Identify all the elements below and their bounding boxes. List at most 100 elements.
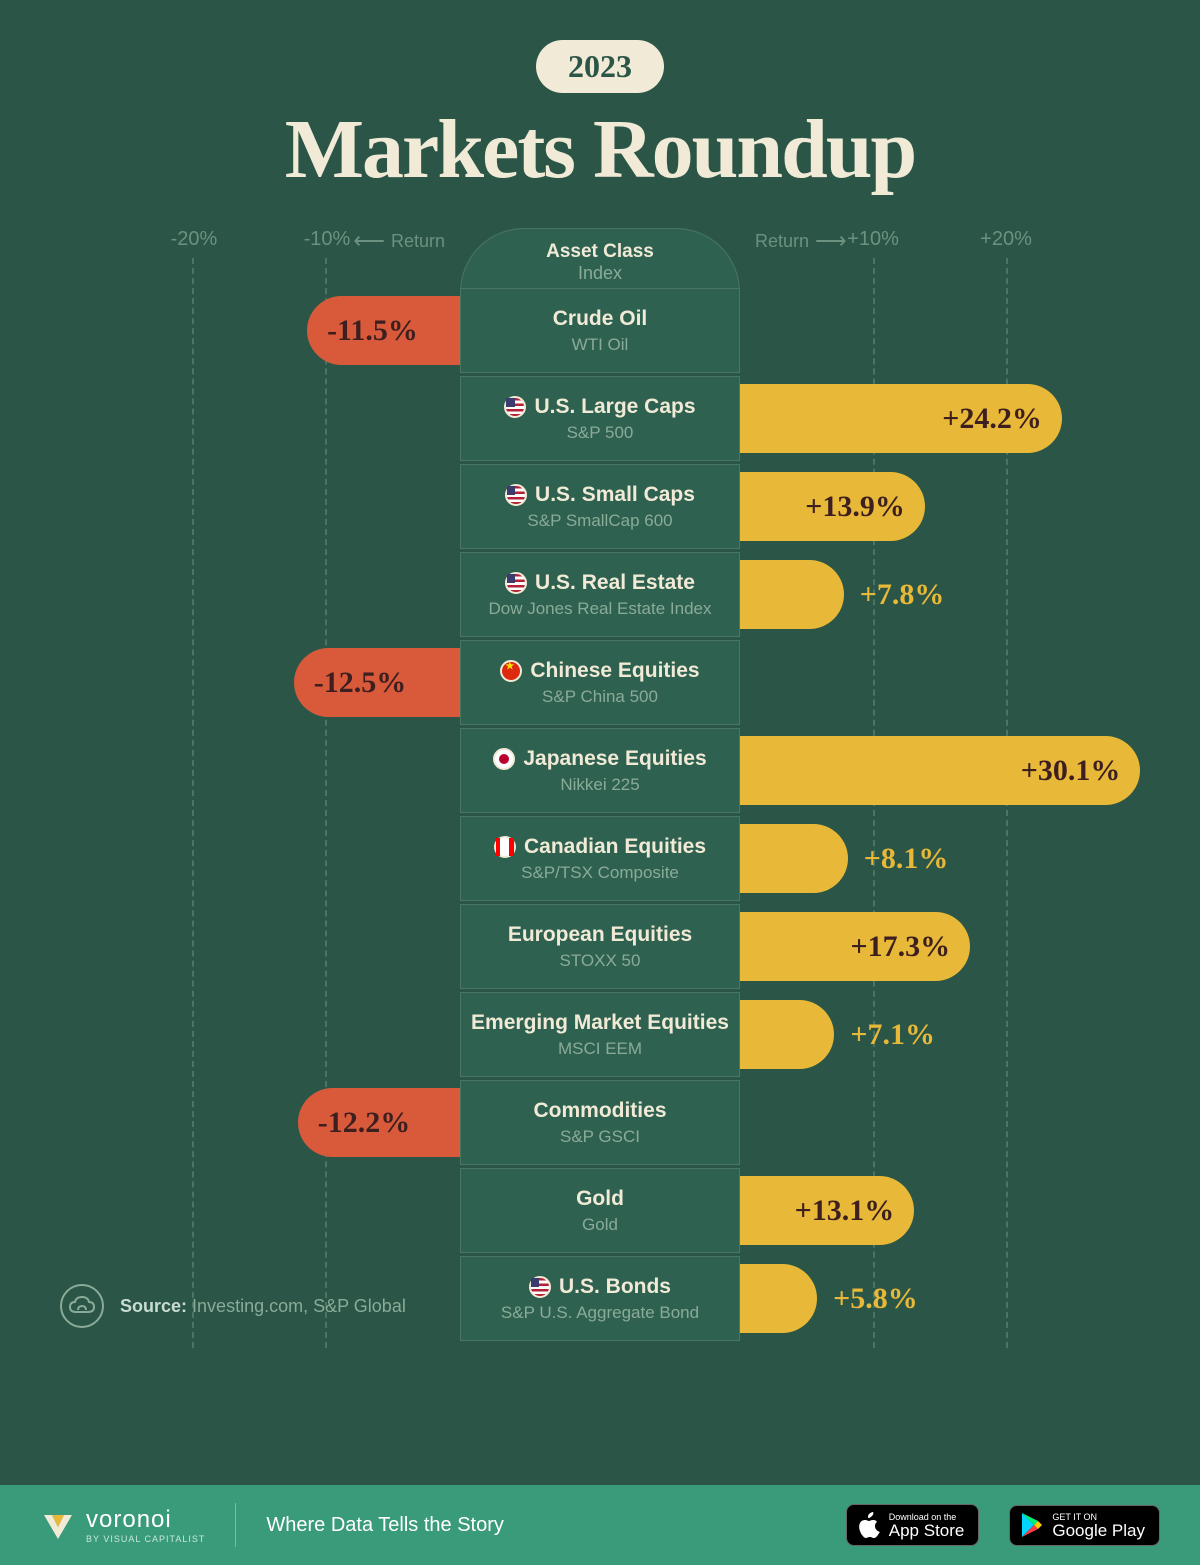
bar-negative: -11.5% (307, 296, 460, 365)
us-flag-icon (529, 1276, 551, 1298)
asset-cell: U.S. Large Caps S&P 500 (460, 376, 740, 461)
bar-positive: +13.1% (740, 1176, 914, 1245)
index-name: S&P China 500 (534, 687, 666, 707)
index-name: STOXX 50 (552, 951, 649, 971)
chart-row: +17.3% European Equities STOXX 50 (60, 904, 1140, 989)
center-header-top: Asset Class (461, 241, 739, 263)
axis-label-right: Return ⟶ (755, 228, 847, 254)
index-name: S&P/TSX Composite (513, 863, 687, 883)
chart-row: -11.5% Crude Oil WTI Oil (60, 288, 1140, 373)
bar-value-label: +7.8% (844, 578, 945, 612)
asset-name-text: U.S. Bonds (559, 1275, 671, 1299)
axis-label-right-text: Return (755, 231, 809, 252)
asset-name-text: Gold (576, 1187, 624, 1211)
asset-name: Emerging Market Equities (471, 1011, 729, 1035)
asset-name: European Equities (508, 923, 692, 947)
chart-row: -12.5% Chinese Equities S&P China 500 (60, 640, 1140, 725)
google-play-icon (1020, 1512, 1044, 1538)
center-column-header: Asset Class Index (460, 228, 740, 292)
cloud-icon (60, 1284, 104, 1328)
asset-name-text: Japanese Equities (523, 747, 706, 771)
asset-name-text: Crude Oil (553, 307, 648, 331)
apple-icon (857, 1511, 881, 1539)
asset-cell: Japanese Equities Nikkei 225 (460, 728, 740, 813)
bar-positive: +13.9% (740, 472, 925, 541)
arrow-left-icon: ⟵ (353, 228, 385, 254)
us-flag-icon (505, 572, 527, 594)
chart-row: -12.2%CommoditiesS&P GSCI (60, 1080, 1140, 1165)
index-name: Dow Jones Real Estate Index (480, 599, 719, 619)
asset-name-text: Commodities (533, 1099, 666, 1123)
arrow-right-icon: ⟶ (815, 228, 847, 254)
asset-cell: Canadian Equities S&P/TSX Composite (460, 816, 740, 901)
app-store-badge[interactable]: Download on the App Store (846, 1504, 980, 1546)
asset-name: Canadian Equities (494, 835, 706, 859)
brand-subtitle: BY VISUAL CAPITALIST (86, 1534, 205, 1544)
infographic-container: 2023 Markets Roundup -20%-10%+10%+20% ⟵ … (0, 0, 1200, 1565)
asset-name: U.S. Small Caps (505, 483, 695, 507)
axis-label-left: ⟵ Return (353, 228, 445, 254)
footer-tagline: Where Data Tells the Story (266, 1514, 815, 1537)
us-flag-icon (504, 396, 526, 418)
index-name: Gold (574, 1215, 626, 1235)
asset-name-text: U.S. Large Caps (534, 395, 695, 419)
playstore-small: GET IT ON (1052, 1512, 1145, 1522)
bar-value-label: +13.9% (805, 490, 905, 524)
bar-value-label: +24.2% (942, 402, 1042, 436)
bar-negative: -12.5% (294, 648, 460, 717)
asset-name: Crude Oil (553, 307, 648, 331)
asset-name-text: U.S. Real Estate (535, 571, 695, 595)
bar-positive: +17.3% (740, 912, 970, 981)
source-prefix: Source: (120, 1296, 187, 1316)
asset-cell: U.S. Small CapsS&P SmallCap 600 (460, 464, 740, 549)
bar-positive: +7.1% (740, 1000, 834, 1069)
asset-name: Japanese Equities (493, 747, 706, 771)
center-header-bottom: Index (461, 263, 739, 284)
bar-value-label: +17.3% (850, 930, 950, 964)
index-name: S&P 500 (559, 423, 642, 443)
bar-value-label: +8.1% (848, 842, 949, 876)
play-store-badge[interactable]: GET IT ON Google Play (1009, 1505, 1160, 1546)
tick-label: -10% (304, 228, 351, 251)
chart-row: +13.1% Gold Gold (60, 1168, 1140, 1253)
chart-area: -20%-10%+10%+20% ⟵ Return Return ⟶ Asset… (60, 228, 1140, 1348)
asset-name: Gold (576, 1187, 624, 1211)
bar-negative: -12.2% (298, 1088, 460, 1157)
asset-name-text: U.S. Small Caps (535, 483, 695, 507)
source-text: Investing.com, S&P Global (192, 1296, 406, 1316)
bar-value-label: -11.5% (327, 314, 418, 348)
footer-bar: voronoi BY VISUAL CAPITALIST Where Data … (0, 1485, 1200, 1565)
bar-value-label: +13.1% (795, 1194, 895, 1228)
source-attribution: Source: Investing.com, S&P Global (60, 1284, 406, 1328)
brand-name: voronoi (86, 1506, 205, 1534)
tick-label: +10% (847, 228, 899, 251)
asset-cell: Gold Gold (460, 1168, 740, 1253)
appstore-big: App Store (889, 1522, 965, 1539)
bar-positive: +7.8% (740, 560, 844, 629)
bar-value-label: -12.2% (318, 1106, 411, 1140)
asset-name-text: European Equities (508, 923, 692, 947)
jp-flag-icon (493, 748, 515, 770)
asset-cell: U.S. Real Estate Dow Jones Real Estate In… (460, 552, 740, 637)
chart-row: +7.1%Emerging Market EquitiesMSCI EEM (60, 992, 1140, 1077)
bar-value-label: +30.1% (1021, 754, 1121, 788)
chart-row: +7.8% U.S. Real Estate Dow Jones Real Esta… (60, 552, 1140, 637)
asset-cell: U.S. BondsS&P U.S. Aggregate Bond (460, 1256, 740, 1341)
asset-cell: European Equities STOXX 50 (460, 904, 740, 989)
bar-value-label: +5.8% (817, 1282, 918, 1316)
axis-label-left-text: Return (391, 231, 445, 252)
index-name: Nikkei 225 (552, 775, 647, 795)
asset-name-text: Chinese Equities (530, 659, 699, 683)
voronoi-logo-icon (40, 1507, 76, 1543)
tick-label: -20% (171, 228, 218, 251)
asset-name: Chinese Equities (500, 659, 699, 683)
chart-row: +13.9% U.S. Small CapsS&P SmallCap 600 (60, 464, 1140, 549)
chart-rows: -11.5% Crude Oil WTI Oil +24.2% U.S. Large C… (60, 288, 1140, 1344)
appstore-small: Download on the (889, 1512, 965, 1522)
chart-row: +30.1% Japanese Equities Nikkei 225 (60, 728, 1140, 813)
asset-name-text: Canadian Equities (524, 835, 706, 859)
index-name: WTI Oil (564, 335, 637, 355)
ca-flag-icon (494, 836, 516, 858)
brand-block: voronoi BY VISUAL CAPITALIST (40, 1506, 205, 1544)
chart-row: +8.1% Canadian Equities S&P/TSX Composite (60, 816, 1140, 901)
